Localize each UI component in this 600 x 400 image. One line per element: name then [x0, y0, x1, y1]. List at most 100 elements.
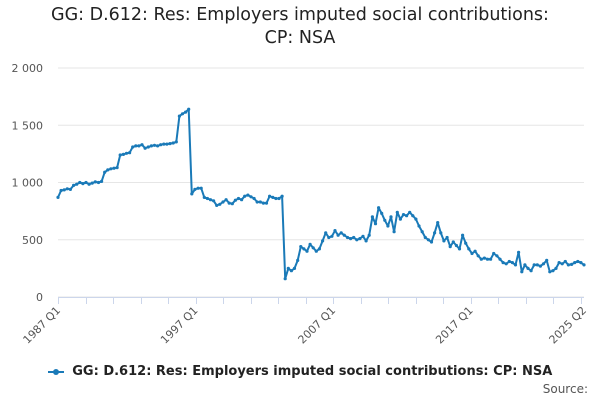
y-tick-label: 1 000 [12, 177, 44, 190]
data-point [299, 245, 303, 249]
data-point [314, 249, 318, 253]
data-point [501, 261, 505, 265]
data-point [162, 142, 166, 146]
data-point [454, 243, 458, 248]
data-point [156, 144, 160, 148]
data-point [168, 142, 172, 146]
data-point [261, 201, 265, 205]
data-point [535, 263, 539, 267]
data-point [513, 263, 518, 267]
data-point [377, 206, 381, 210]
data-point [529, 269, 533, 273]
data-point [383, 218, 387, 222]
data-point [68, 187, 72, 191]
data-point [311, 246, 315, 250]
data-point [563, 259, 567, 264]
data-point [317, 247, 321, 251]
data-point [489, 257, 493, 261]
data-point [520, 270, 524, 274]
data-point [131, 145, 135, 149]
data-point [124, 151, 129, 155]
data-point [227, 201, 231, 205]
data-point [93, 180, 97, 184]
x-tick-label: 1987 Q1 [21, 304, 64, 347]
data-point [370, 215, 374, 219]
data-point [190, 192, 194, 196]
data-point [75, 182, 79, 186]
data-point [333, 229, 337, 233]
x-tick-label: 2025 Q2 [547, 304, 590, 347]
legend-label: GG: D.612: Res: Employers imputed social… [72, 364, 553, 379]
data-point [373, 222, 378, 226]
y-axis-ticks: 0 500 1 000 1 500 2 000 [12, 62, 44, 304]
data-point [423, 235, 427, 240]
data-point [196, 186, 200, 190]
data-point [177, 114, 181, 118]
data-point [115, 166, 119, 170]
data-point [517, 250, 521, 254]
data-point [218, 202, 222, 206]
data-point [128, 151, 132, 155]
data-point [554, 266, 558, 270]
data-point [498, 257, 502, 261]
data-point [202, 195, 206, 199]
data-point [100, 179, 104, 183]
data-point [476, 254, 480, 258]
data-point [352, 235, 356, 240]
data-point [398, 217, 402, 221]
data-point [327, 235, 331, 240]
data-point [479, 257, 483, 261]
data-point [249, 195, 253, 199]
data-point [78, 180, 82, 185]
data-point [417, 224, 421, 228]
x-axis: 1987 Q1 1997 Q1 2007 Q1 2017 Q1 2025 Q2 [21, 297, 590, 347]
data-point [137, 144, 141, 148]
data-point [445, 235, 449, 240]
data-point [286, 266, 290, 270]
data-point [504, 262, 508, 266]
data-point [436, 221, 440, 225]
legend[interactable]: GG: D.612: Res: Employers imputed social… [0, 364, 600, 379]
chart-title: GG: D.612: Res: Employers imputed social… [0, 4, 600, 50]
data-point [109, 167, 113, 171]
data-point [171, 141, 175, 145]
source-credit: Source: [542, 382, 588, 396]
data-point [548, 270, 552, 274]
data-point [358, 237, 362, 241]
data-point [482, 256, 486, 260]
data-point [473, 249, 477, 253]
data-point [221, 200, 225, 204]
data-point [215, 203, 219, 207]
data-point [264, 201, 269, 205]
data-point [87, 182, 91, 186]
data-point [526, 266, 530, 270]
data-point [268, 194, 272, 198]
data-point [339, 231, 343, 235]
data-point [240, 198, 244, 202]
legend-marker-icon [47, 368, 64, 375]
data-point [395, 210, 399, 214]
data-point [56, 195, 60, 199]
data-point [573, 261, 577, 265]
data-point [470, 251, 474, 256]
data-point [277, 196, 281, 201]
data-point [62, 188, 66, 192]
data-point [448, 245, 452, 249]
data-point [174, 140, 178, 144]
data-point [289, 269, 293, 273]
data-point [507, 259, 511, 264]
data-point [510, 261, 514, 265]
chart-title-line-2: CP: NSA [264, 28, 336, 48]
data-point [165, 142, 169, 146]
data-point [72, 183, 76, 187]
data-point [461, 233, 465, 237]
data-point [408, 210, 412, 214]
data-point [324, 231, 328, 235]
data-point [392, 230, 396, 234]
data-point [367, 233, 371, 237]
y-tick-label: 2 000 [12, 62, 44, 75]
data-point [532, 263, 536, 267]
data-point [84, 180, 88, 185]
data-point [106, 168, 110, 172]
data-point [252, 196, 256, 201]
